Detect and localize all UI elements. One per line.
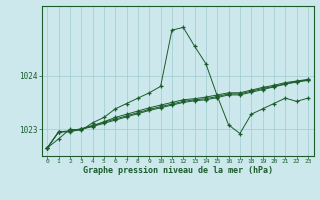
- X-axis label: Graphe pression niveau de la mer (hPa): Graphe pression niveau de la mer (hPa): [83, 166, 273, 175]
